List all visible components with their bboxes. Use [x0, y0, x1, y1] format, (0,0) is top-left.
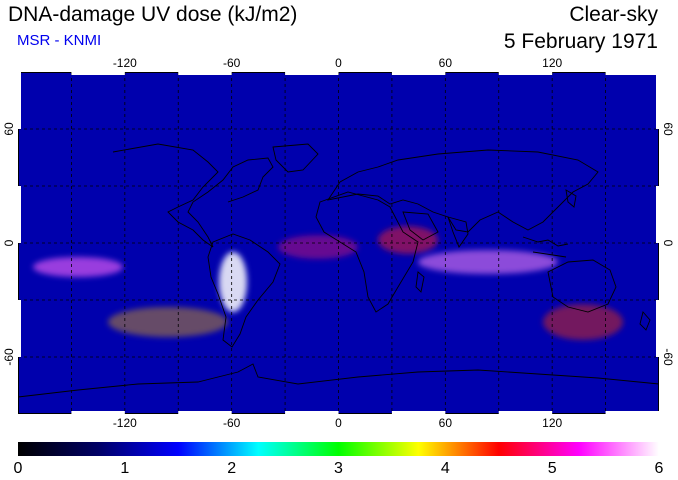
frame-segment [18, 300, 21, 357]
longitude-tick-label: 120 [542, 56, 563, 70]
latitude-tick-label: 60 [2, 122, 16, 136]
latitude-tick-label: 0 [2, 239, 16, 247]
frame-segment [605, 411, 659, 414]
frame-segment [18, 72, 21, 129]
longitude-tick-label: -120 [112, 416, 137, 430]
longitude-tick-label: 60 [438, 416, 453, 430]
colorbar-tick-label: 0 [13, 460, 23, 477]
longitude-tick-label: -60 [222, 56, 241, 70]
colorbar-tick-label: 4 [440, 460, 450, 477]
frame-ticks [18, 72, 659, 414]
longitude-tick-label: -60 [222, 416, 241, 430]
coastlines [18, 143, 659, 398]
latitude-tick-label: -60 [2, 348, 16, 366]
latitude-tick-label: 0 [661, 239, 675, 247]
longitude-tick-label: -120 [112, 56, 137, 70]
colorbar-tick-label: 6 [654, 460, 664, 477]
sky-condition-label: Clear-sky [569, 3, 658, 26]
frame-segment [71, 72, 125, 75]
frame-segment [656, 72, 659, 129]
colorbar-tick-label: 3 [334, 460, 343, 477]
source-label: MSR - KNMI [17, 32, 102, 49]
graticule [18, 72, 659, 414]
frame-segment [656, 300, 659, 357]
colorbar-tick-label: 5 [547, 460, 557, 477]
frame-segment [178, 72, 232, 75]
frame-segment [605, 72, 659, 75]
frame-segment [391, 72, 446, 75]
latitude-tick-label: -60 [661, 348, 675, 366]
frame-segment [498, 72, 553, 75]
frame-segment [656, 186, 659, 243]
colorbar-tick-label: 1 [120, 460, 130, 477]
colorbar-tick-label: 2 [227, 460, 237, 477]
longitude-tick-label: 0 [335, 416, 342, 430]
colorbar-gradient [18, 442, 659, 456]
longitude-tick-label: 120 [542, 416, 563, 430]
longitude-tick-label: 60 [438, 56, 453, 70]
map-canvas [18, 72, 659, 414]
frame-segment [178, 411, 232, 414]
frame-segment [18, 186, 21, 243]
frame-segment [391, 411, 446, 414]
frame-segment [285, 411, 339, 414]
longitude-tick-label: 0 [335, 56, 342, 70]
date-label: 5 February 1971 [503, 30, 658, 53]
frame-segment [71, 411, 125, 414]
uv-dose-map[interactable]: -120 -120 -60 -60 0 0 60 60 120 120 60 60 0 0 -60 -60 [2, 57, 675, 429]
map-title: DNA-damage UV dose (kJ/m2) [8, 3, 298, 26]
frame-segment [498, 411, 553, 414]
frame-segment [285, 72, 339, 75]
colorbar [18, 442, 659, 456]
latitude-tick-label: 60 [661, 122, 675, 136]
